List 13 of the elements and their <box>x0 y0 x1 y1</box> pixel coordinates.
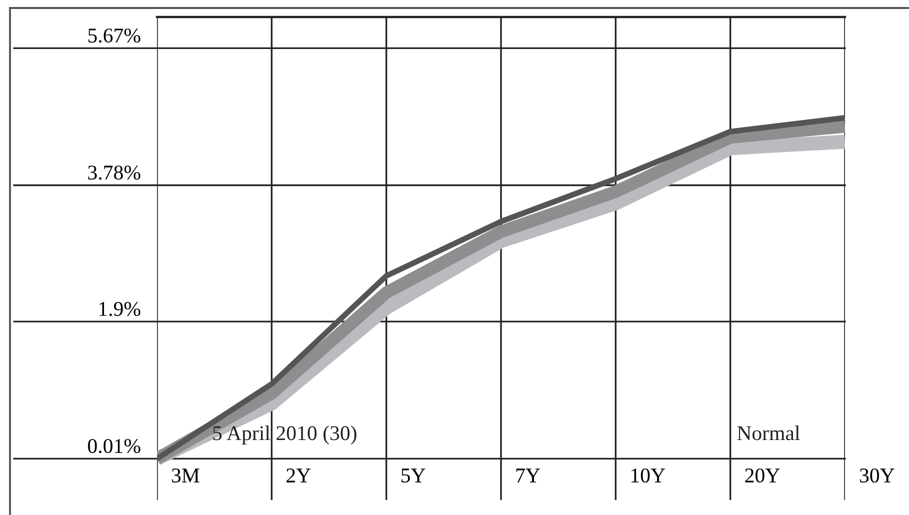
x-tick-label: 10Y <box>632 468 666 483</box>
x-tick-label: 5Y <box>402 468 426 483</box>
y-tick-label: 3.78% <box>88 166 140 180</box>
x-tick-label: 20Y <box>745 468 780 483</box>
x-tick-label: 30Y <box>860 468 894 483</box>
y-tick-label: 0.01% <box>88 438 140 454</box>
y-tick-label: 1.9% <box>99 302 140 316</box>
annotation: 5 April 2010 (30) <box>213 426 356 444</box>
x-tick-label: 7Y <box>516 468 540 482</box>
annotation: Normal <box>737 426 800 440</box>
x-tick-label: 2Y <box>286 468 311 482</box>
x-tick-label: 3M <box>172 468 200 483</box>
y-tick-label: 5.67% <box>88 28 140 43</box>
